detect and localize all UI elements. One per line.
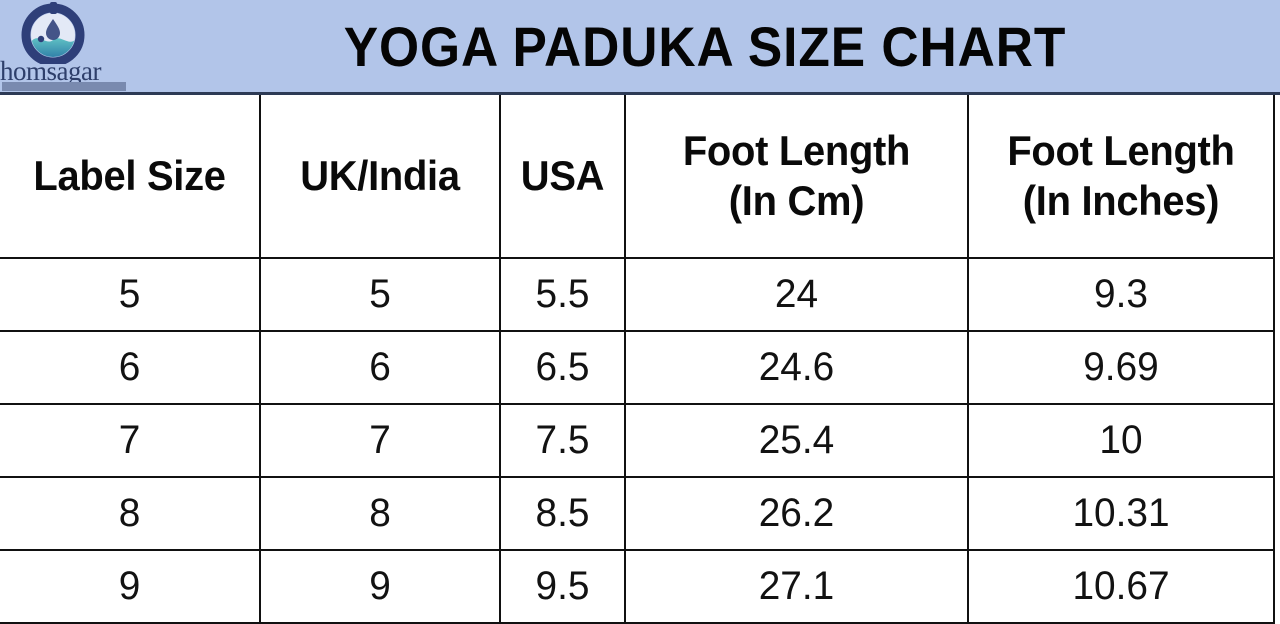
cell-foot-length-inches: 9.3: [971, 257, 1271, 332]
cell-label-size: 6: [3, 330, 258, 405]
cell-usa: 9.5: [500, 549, 625, 624]
cell-foot-length-inches: 9.69: [971, 330, 1271, 405]
title-band: homsagar YOGA PADUKA SIZE CHART: [0, 0, 1280, 95]
column-header-line: Foot Length: [1007, 127, 1235, 174]
cell-label-size: 5: [3, 257, 258, 332]
cell-uk-india: 7: [262, 403, 498, 478]
cell-foot-length-inches: 10.67: [971, 549, 1271, 624]
column-header-label-size: Label Size: [6, 95, 255, 259]
table-row: 8 8 8.5 26.2 10.31: [0, 476, 1274, 551]
table-row: 9 9 9.5 27.1 10.67: [0, 549, 1274, 624]
column-header-line: (In Inches): [1022, 177, 1220, 224]
column-header-line: Foot Length: [682, 127, 911, 174]
cell-foot-length-cm: 24.6: [629, 330, 964, 405]
cell-foot-length-cm: 25.4: [629, 403, 964, 478]
column-header-foot-length-cm: Foot Length (In Cm): [632, 95, 961, 259]
table-row: 6 6 6.5 24.6 9.69: [0, 330, 1274, 405]
column-header-line: USA: [520, 152, 605, 199]
cell-uk-india: 5: [262, 257, 498, 332]
column-header-uk-india: UK/India: [265, 95, 495, 259]
cell-foot-length-inches: 10: [971, 403, 1271, 478]
cell-uk-india: 8: [262, 476, 498, 551]
size-chart-table: Label Size UK/India USA Foot Length (In …: [0, 95, 1275, 624]
brand-name: homsagar: [0, 60, 101, 82]
cell-foot-length-cm: 24: [629, 257, 964, 332]
brand-logo: homsagar: [0, 0, 130, 95]
brand-tagline: [2, 82, 126, 91]
cell-uk-india: 9: [262, 549, 498, 624]
table-header-row: Label Size UK/India USA Foot Length (In …: [0, 95, 1274, 259]
cell-foot-length-cm: 26.2: [629, 476, 964, 551]
cell-usa: 6.5: [500, 330, 625, 405]
column-header-usa: USA: [502, 95, 623, 259]
table-row: 7 7 7.5 25.4 10: [0, 403, 1274, 478]
column-header-foot-length-inches: Foot Length (In Inches): [974, 95, 1268, 259]
water-drop-circle-logo-icon: [20, 2, 86, 67]
column-header-line: Label Size: [33, 152, 226, 199]
column-header-line: (In Cm): [728, 177, 865, 224]
column-header-line: UK/India: [300, 152, 460, 199]
page-title: YOGA PADUKA SIZE CHART: [343, 14, 1067, 78]
cell-foot-length-cm: 27.1: [629, 549, 964, 624]
cell-usa: 7.5: [500, 403, 625, 478]
cell-label-size: 8: [3, 476, 258, 551]
cell-label-size: 7: [3, 403, 258, 478]
cell-usa: 5.5: [500, 257, 625, 332]
cell-usa: 8.5: [500, 476, 625, 551]
cell-uk-india: 6: [262, 330, 498, 405]
table-row: 5 5 5.5 24 9.3: [0, 257, 1274, 332]
cell-label-size: 9: [3, 549, 258, 624]
cell-foot-length-inches: 10.31: [971, 476, 1271, 551]
